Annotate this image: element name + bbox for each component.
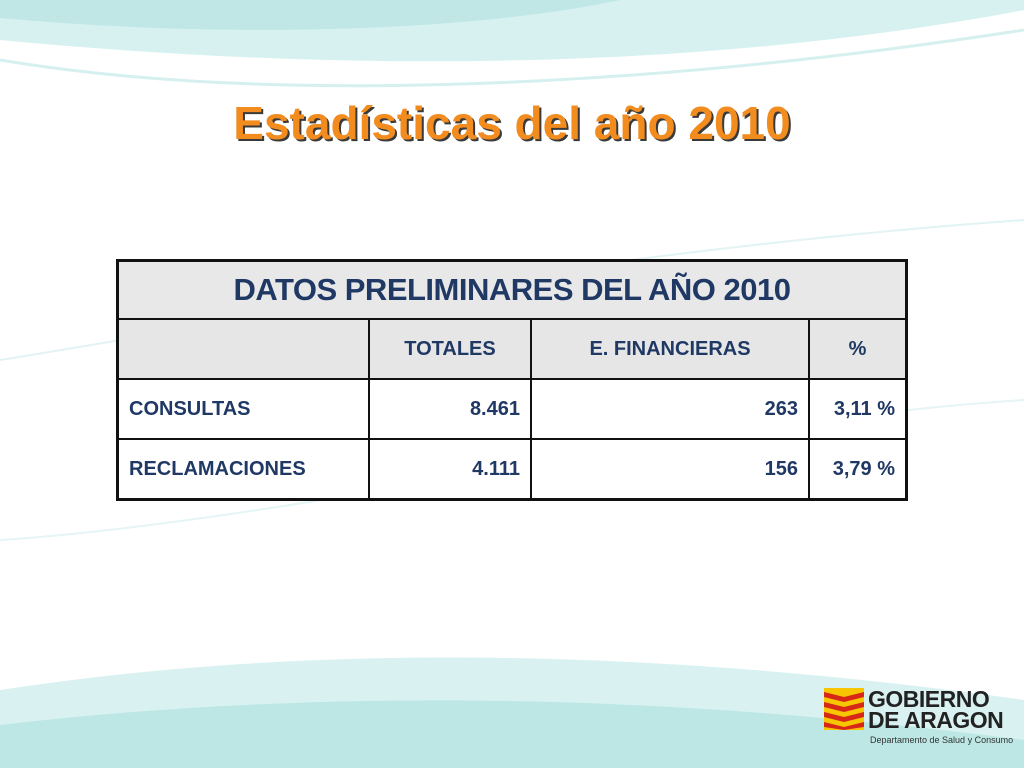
row-label: CONSULTAS	[116, 378, 370, 440]
logo-text-line1: GOBIERNO	[868, 686, 990, 712]
gobierno-aragon-logo: GOBIERNO DE ARAGON Departamento de Salud…	[824, 688, 1014, 748]
table-heading: DATOS PRELIMINARES DEL AÑO 2010	[116, 259, 908, 320]
cell-financieras: 263	[530, 378, 810, 440]
cell-totales: 4.111	[368, 438, 532, 501]
cell-percent: 3,79 %	[808, 438, 908, 501]
table-row: RECLAMACIONES 4.111 156 3,79 %	[116, 438, 908, 501]
column-header-financieras: E. FINANCIERAS	[530, 318, 810, 380]
table-heading-row: DATOS PRELIMINARES DEL AÑO 2010	[116, 259, 908, 320]
column-header-empty	[116, 318, 370, 380]
column-header-totales: TOTALES	[368, 318, 532, 380]
column-header-row: TOTALES E. FINANCIERAS %	[116, 318, 908, 380]
table-row: CONSULTAS 8.461 263 3,11 %	[116, 378, 908, 440]
cell-financieras: 156	[530, 438, 810, 501]
cell-percent: 3,11 %	[808, 378, 908, 440]
cell-totales: 8.461	[368, 378, 532, 440]
logo-text-line2: DE ARAGON	[868, 707, 1004, 733]
column-header-percent: %	[808, 318, 908, 380]
row-label: RECLAMACIONES	[116, 438, 370, 501]
slide-title: Estadísticas del año 2010	[233, 97, 791, 149]
aragon-flag-icon	[824, 688, 864, 730]
logo-subtitle: Departamento de Salud y Consumo	[870, 735, 1014, 745]
statistics-table: DATOS PRELIMINARES DEL AÑO 2010 TOTALES …	[116, 259, 908, 501]
